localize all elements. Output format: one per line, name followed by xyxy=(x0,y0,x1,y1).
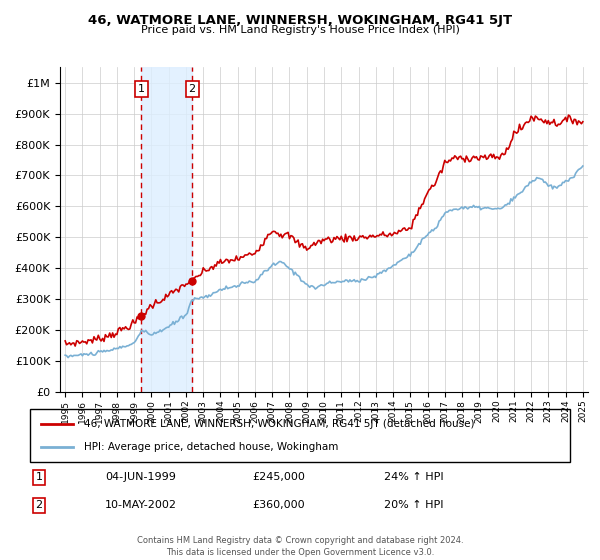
Text: Contains HM Land Registry data © Crown copyright and database right 2024.
This d: Contains HM Land Registry data © Crown c… xyxy=(137,536,463,557)
Text: 20% ↑ HPI: 20% ↑ HPI xyxy=(384,500,443,510)
Text: 2: 2 xyxy=(35,500,43,510)
Text: 24% ↑ HPI: 24% ↑ HPI xyxy=(384,472,443,482)
Text: HPI: Average price, detached house, Wokingham: HPI: Average price, detached house, Woki… xyxy=(84,442,338,452)
Text: 46, WATMORE LANE, WINNERSH, WOKINGHAM, RG41 5JT (detached house): 46, WATMORE LANE, WINNERSH, WOKINGHAM, R… xyxy=(84,419,475,429)
Text: 1: 1 xyxy=(35,472,43,482)
Text: £245,000: £245,000 xyxy=(252,472,305,482)
Text: 1: 1 xyxy=(138,84,145,94)
Bar xyxy=(142,67,192,392)
Text: 04-JUN-1999: 04-JUN-1999 xyxy=(105,472,176,482)
Text: Price paid vs. HM Land Registry's House Price Index (HPI): Price paid vs. HM Land Registry's House … xyxy=(140,25,460,35)
Text: £360,000: £360,000 xyxy=(252,500,305,510)
Text: 10-MAY-2002: 10-MAY-2002 xyxy=(105,500,177,510)
Text: 2: 2 xyxy=(188,84,196,94)
Text: 46, WATMORE LANE, WINNERSH, WOKINGHAM, RG41 5JT: 46, WATMORE LANE, WINNERSH, WOKINGHAM, R… xyxy=(88,14,512,27)
